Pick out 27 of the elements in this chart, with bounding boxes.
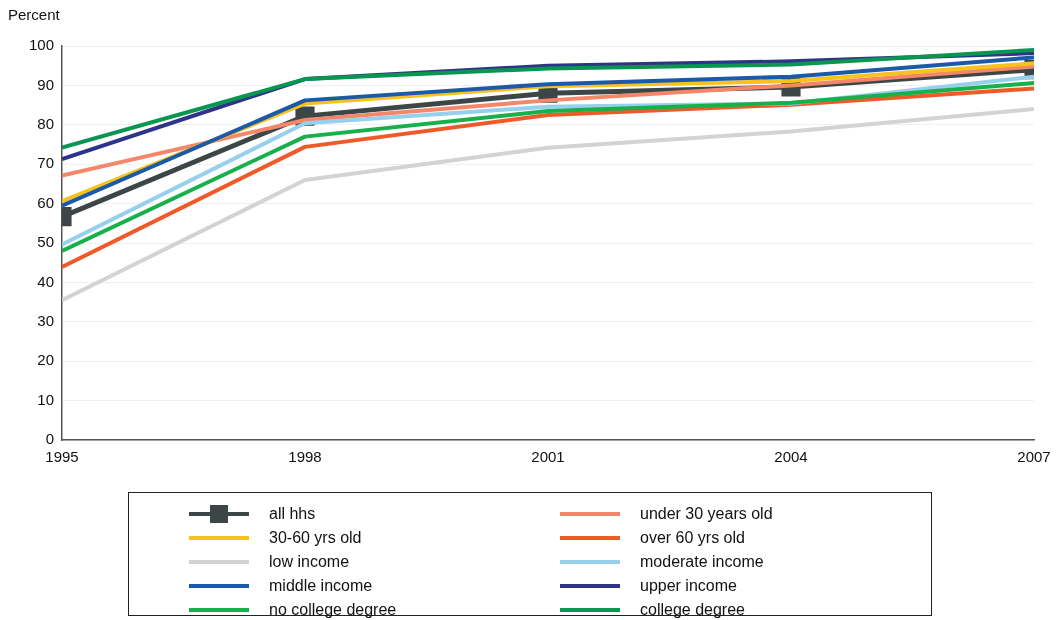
y-tick-label: 30: [37, 311, 54, 329]
x-tick-label: 2004: [774, 448, 808, 466]
legend-label: middle income: [269, 577, 373, 595]
y-tick-label: 60: [37, 193, 54, 211]
y-tick-label: 10: [37, 390, 54, 408]
x-tick-label: 1995: [45, 448, 79, 466]
legend-label: over 60 yrs old: [640, 529, 745, 547]
y-tick-label: 100: [28, 36, 54, 54]
x-tick-label: 2007: [1017, 448, 1051, 466]
legend-label: 30-60 yrs old: [269, 529, 362, 547]
legend-label: college degree: [640, 601, 745, 619]
y-tick-label: 50: [37, 233, 54, 251]
x-tick-label: 1998: [288, 448, 322, 466]
y-tick-label: 40: [37, 272, 54, 290]
legend-label: under 30 years old: [640, 505, 773, 523]
y-tick-label: 70: [37, 154, 54, 172]
legend-label: upper income: [640, 577, 737, 595]
legend-label: no college degree: [269, 601, 397, 619]
y-tick-label: 80: [37, 114, 54, 132]
legend-label: all hhs: [269, 505, 316, 523]
y-tick-label: 20: [37, 351, 54, 369]
legend-label: low income: [269, 553, 350, 571]
y-axis-title: Percent: [8, 5, 61, 23]
y-tick-label: 90: [37, 75, 54, 93]
x-tick-label: 2001: [531, 448, 565, 466]
y-tick-label: 0: [45, 430, 54, 448]
legend-label: moderate income: [640, 553, 764, 571]
